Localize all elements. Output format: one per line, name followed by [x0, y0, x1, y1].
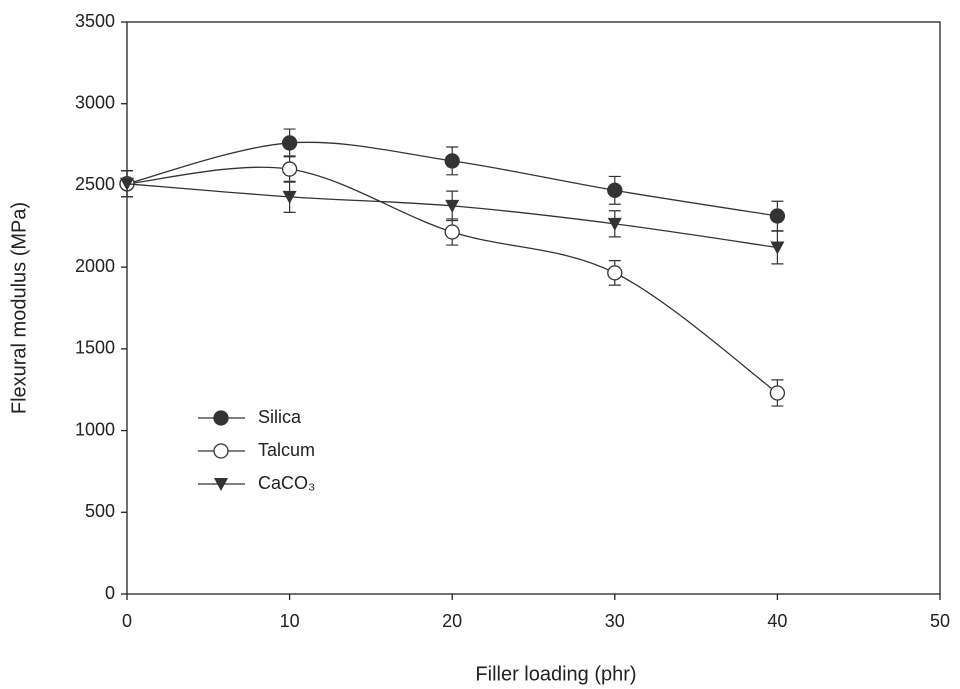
x-tick-label: 0	[122, 611, 132, 631]
marker	[444, 153, 460, 169]
marker	[445, 199, 460, 213]
legend-marker	[214, 478, 228, 491]
plot-frame	[126, 21, 941, 595]
y-tick-label: 1000	[75, 419, 115, 439]
marker	[282, 190, 297, 204]
y-tick-label: 3000	[75, 92, 115, 112]
marker	[770, 241, 785, 255]
x-tick-label: 50	[930, 611, 950, 631]
marker	[607, 217, 622, 231]
y-tick-label: 500	[85, 501, 115, 521]
y-tick-label: 2500	[75, 174, 115, 194]
marker	[120, 177, 134, 191]
x-tick-label: 40	[767, 611, 787, 631]
marker	[607, 265, 623, 281]
x-tick-label: 10	[280, 611, 300, 631]
marker	[281, 135, 298, 151]
x-axis-label: Filler loading (phr)	[475, 663, 636, 685]
marker	[607, 182, 623, 198]
x-tick-label: 20	[442, 611, 462, 631]
y-axis-label: Flexural modulus (MPa)	[8, 202, 30, 414]
y-tick-label: 1500	[75, 338, 115, 358]
x-tick-label: 30	[605, 611, 625, 631]
legend-marker	[213, 410, 229, 426]
marker	[769, 385, 786, 401]
marker	[444, 224, 460, 240]
y-tick-label: 2000	[75, 256, 115, 276]
marker	[769, 208, 786, 224]
legend-label: Silica	[258, 407, 302, 427]
marker	[281, 161, 298, 177]
legend-label: CaCO₃	[258, 473, 315, 493]
legend-label: Talcum	[258, 440, 315, 460]
legend-marker	[213, 443, 229, 459]
y-tick-label: 0	[105, 583, 115, 603]
y-tick-label: 3500	[75, 11, 115, 31]
